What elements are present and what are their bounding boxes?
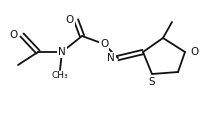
- Text: O: O: [10, 30, 18, 40]
- Text: N: N: [107, 53, 115, 63]
- Text: N: N: [58, 47, 66, 57]
- Text: O: O: [66, 15, 74, 25]
- Text: O: O: [190, 47, 198, 57]
- Text: O: O: [100, 39, 108, 49]
- Text: S: S: [149, 77, 155, 87]
- Text: CH₃: CH₃: [52, 71, 68, 80]
